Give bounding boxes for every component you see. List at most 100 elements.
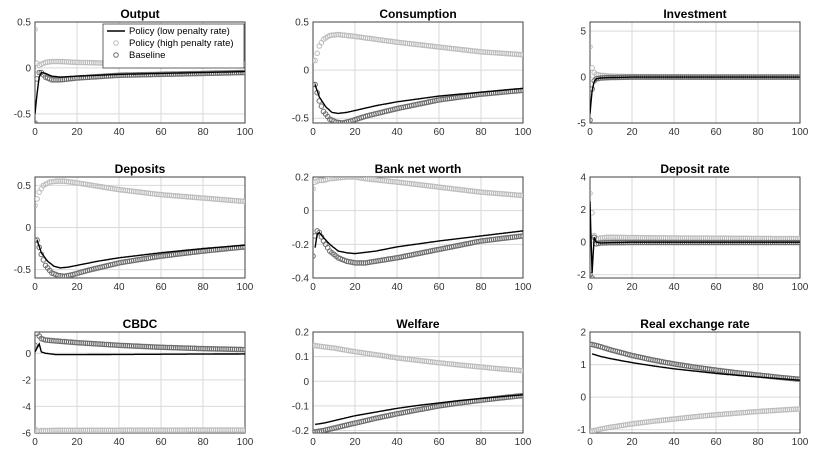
legend-swatch-marker	[113, 40, 119, 46]
y-tick-label: -5	[577, 119, 586, 130]
subplot-title: Output	[120, 7, 159, 21]
data-point	[240, 427, 245, 433]
legend-label: Baseline	[129, 50, 165, 61]
x-tick-label: 80	[752, 127, 764, 138]
data-point	[35, 196, 40, 202]
data-point	[313, 57, 318, 64]
y-tick-label: -2	[577, 270, 586, 281]
series-markers	[35, 237, 245, 278]
y-tick-label: -0.2	[292, 426, 310, 437]
subplot-title: Deposits	[115, 162, 166, 176]
x-tick-label: 80	[197, 282, 209, 293]
data-point	[520, 233, 523, 239]
x-tick-label: 40	[391, 127, 403, 138]
x-tick-label: 100	[515, 437, 532, 448]
data-point	[35, 26, 38, 33]
x-tick-label: 0	[587, 282, 593, 293]
x-tick-label: 20	[349, 282, 361, 293]
y-tick-label: 0.5	[17, 18, 31, 29]
plot-area	[313, 177, 523, 266]
x-tick-label: 20	[626, 437, 638, 448]
x-tick-label: 40	[113, 127, 125, 138]
data-point	[350, 177, 356, 180]
data-point	[242, 69, 245, 76]
x-tick-label: 80	[475, 282, 487, 293]
x-tick-label: 60	[155, 282, 167, 293]
y-tick-label: 0	[303, 377, 309, 388]
series-markers	[313, 228, 523, 266]
data-point	[242, 427, 245, 433]
legend-box	[102, 23, 245, 69]
y-tick-label: 0	[303, 66, 309, 77]
data-point	[240, 69, 245, 76]
series-line	[314, 84, 523, 115]
x-tick-label: 40	[113, 282, 125, 293]
y-tick-label: 5	[580, 27, 586, 38]
x-tick-label: 0	[310, 282, 316, 293]
x-tick-label: 40	[668, 127, 680, 138]
data-point	[520, 192, 523, 199]
data-point	[520, 51, 523, 58]
plot-area	[35, 178, 245, 278]
subplot-title: Welfare	[396, 317, 439, 331]
legend-label: Policy (low penalty rate)	[129, 26, 230, 37]
series-markers	[313, 342, 523, 374]
axes-box	[589, 331, 801, 434]
y-tick-label: -0.1	[292, 401, 310, 412]
series-line	[591, 353, 800, 381]
series-markers	[313, 81, 523, 123]
x-tick-label: 60	[433, 127, 445, 138]
x-tick-label: 40	[668, 282, 680, 293]
series-line	[35, 342, 245, 356]
plot-area	[313, 31, 523, 123]
x-tick-label: 60	[155, 127, 167, 138]
series-line	[36, 239, 245, 269]
y-tick-label: 0	[25, 349, 31, 360]
x-tick-label: 60	[433, 282, 445, 293]
series-markers	[35, 69, 245, 123]
y-tick-label: 0	[580, 73, 586, 84]
data-point	[797, 235, 800, 242]
axes-box	[312, 21, 524, 124]
x-tick-label: 20	[71, 127, 83, 138]
data-point	[797, 376, 800, 382]
plot-area	[590, 190, 800, 278]
x-tick-label: 100	[237, 437, 254, 448]
series-markers	[35, 426, 245, 433]
axes-box	[312, 176, 524, 279]
x-tick-label: 100	[792, 282, 809, 293]
series-markers	[313, 177, 523, 199]
y-tick-label: 0.5	[17, 181, 31, 192]
axes-box	[312, 331, 524, 434]
x-tick-label: 80	[475, 437, 487, 448]
x-tick-label: 0	[310, 437, 316, 448]
x-tick-label: 0	[587, 437, 593, 448]
x-tick-label: 100	[237, 127, 254, 138]
legend: Policy (low penalty rate)Policy (high pe…	[102, 23, 245, 69]
series-markers	[590, 74, 800, 123]
y-tick-label: 0.1	[295, 352, 309, 363]
subplot-welfare: Welfare 0 20 40 60 80 100 -0.2 -0.1 0 0.1 0.2	[292, 317, 532, 448]
data-point	[590, 117, 593, 123]
x-tick-label: 0	[310, 127, 316, 138]
data-point	[518, 233, 523, 239]
data-point	[242, 244, 245, 250]
y-tick-label: 0	[25, 223, 31, 234]
y-tick-label: 2	[580, 205, 586, 216]
subplot-title: Deposit rate	[660, 162, 730, 176]
data-point	[35, 342, 38, 349]
data-point	[518, 51, 523, 58]
series-markers	[35, 332, 245, 353]
data-point	[35, 120, 38, 123]
legend-swatch-marker	[113, 52, 119, 58]
series-markers	[590, 341, 800, 382]
x-tick-label: 80	[197, 127, 209, 138]
data-point	[352, 177, 358, 180]
data-point	[343, 177, 350, 180]
y-tick-label: -0.4	[292, 274, 310, 285]
